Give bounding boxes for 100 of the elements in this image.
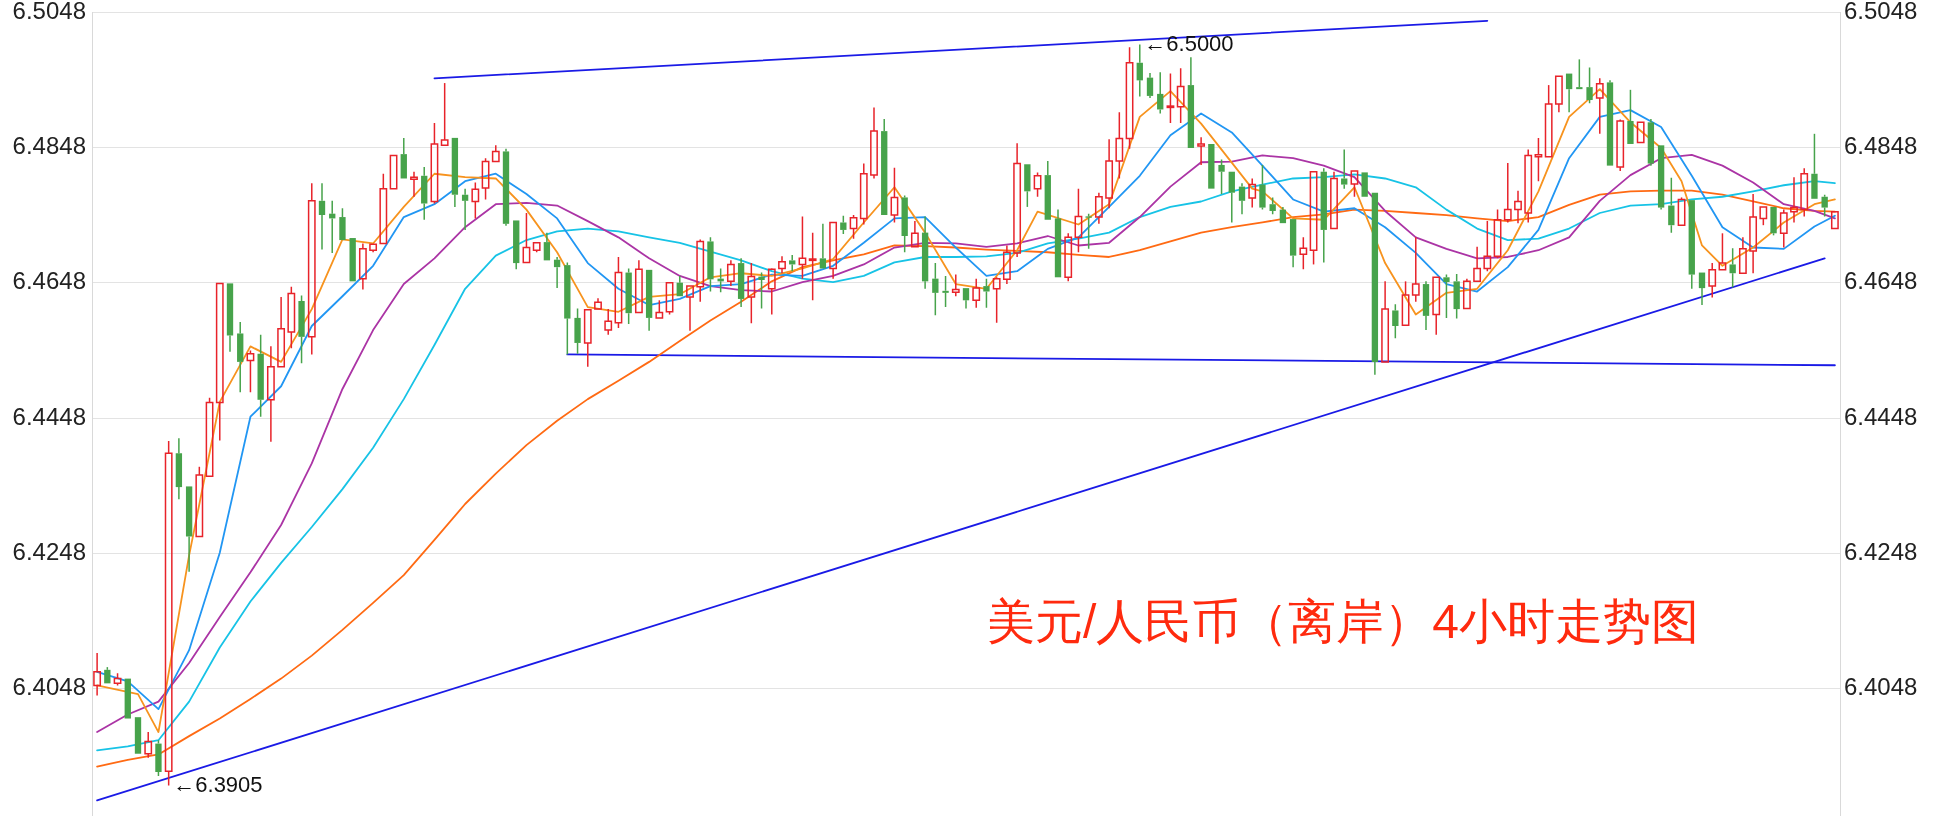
candlestick [1238,182,1246,216]
candlestick [266,345,275,443]
candlestick [491,144,500,163]
candlestick [1248,177,1257,209]
candlestick [634,259,643,314]
candlestick [1330,170,1338,230]
candlestick [645,269,653,332]
candlestick [1503,162,1512,224]
candlestick [1381,280,1390,363]
candlestick [144,731,153,759]
annotation: ←6.5000 [1144,30,1234,56]
candlestick [1146,72,1154,99]
candlestick [298,294,305,364]
candlestick [1708,262,1717,299]
candlestick [164,440,173,787]
candlestick [1289,219,1297,268]
candlestick [604,308,613,336]
candlestick [440,82,449,147]
candlestick [614,256,623,329]
candlestick [1259,164,1266,211]
candlestick [1749,193,1758,274]
candlestick [1228,171,1235,224]
y2-tick-label: 6.4248 [1844,538,1918,566]
candlestick [1218,158,1225,195]
candlestick [1176,67,1185,124]
candlestick [921,215,929,290]
candlestick [564,261,571,356]
candlestick [1411,236,1420,303]
candlestick [1136,43,1143,98]
candlestick [1688,200,1695,290]
candlestick [543,231,551,261]
candlestick [1013,142,1022,258]
candlestick [421,166,428,221]
candlestick [870,106,878,180]
candlestick [1115,111,1124,180]
candlestick [1432,276,1441,336]
candlestick [1811,133,1818,199]
candlestick [1729,247,1736,289]
y2-tick-label: 6.5048 [1844,0,1918,24]
candlestick [1044,160,1051,220]
candlestick [789,254,796,272]
candlestick [1514,189,1522,224]
candlestick [471,181,480,220]
candlestick [1166,72,1175,124]
candlestick [318,182,326,251]
candlestick [778,255,786,274]
candlestick [522,212,531,264]
candlestick [400,137,407,179]
candlestick [277,296,286,368]
candlestick [1299,236,1308,270]
candlestick [1320,167,1327,264]
candlestick [767,268,776,316]
candlestick [1002,244,1011,285]
candlestick [1738,236,1747,274]
candlestick [307,182,316,356]
candlestick [992,277,1001,324]
candlestick [430,122,439,205]
candlestick [1586,66,1593,105]
y2-tick-label: 6.4048 [1844,673,1918,701]
candlestick [226,283,234,353]
candlestick [257,334,264,418]
candlestick [1606,79,1614,166]
candlestick [1698,272,1706,306]
candlestick [583,309,592,368]
candlestick [808,231,817,302]
candlestick [1790,176,1798,224]
candlestick [829,221,838,280]
y2-tick-label: 6.4448 [1844,402,1918,430]
candlestick [951,273,960,297]
candlestick [737,257,745,308]
candlestick [696,238,705,303]
y-tick-label: 6.4048 [12,673,86,701]
candlestick [1483,220,1492,272]
y-tick-label: 6.4448 [12,402,86,430]
candlestick [1668,177,1675,234]
candlestick [1422,280,1430,331]
candlestick [1576,58,1583,90]
y-tick-label: 6.4648 [12,267,86,295]
candlestick [890,166,899,224]
candlestick [574,307,581,355]
candlestick [1718,232,1727,271]
candlestick [1627,89,1634,144]
y-tick-label: 6.4848 [12,131,86,159]
candlestick [942,275,949,308]
candlestick [1544,84,1553,158]
candlestick [1443,273,1450,319]
candlestick [1279,206,1287,224]
candlestick [1157,71,1164,115]
candlestick [1341,148,1348,190]
candlestick [1647,118,1655,167]
candlestick [1534,137,1543,182]
y-tick-label: 6.5048 [12,0,86,24]
candlestick [1105,138,1114,210]
candlestick [1800,167,1809,218]
candlestick [910,220,919,248]
candlestick [287,286,296,350]
candlestick [758,271,765,310]
candlestick [1064,232,1073,283]
candlestick [594,297,602,310]
candlestick [175,437,183,501]
